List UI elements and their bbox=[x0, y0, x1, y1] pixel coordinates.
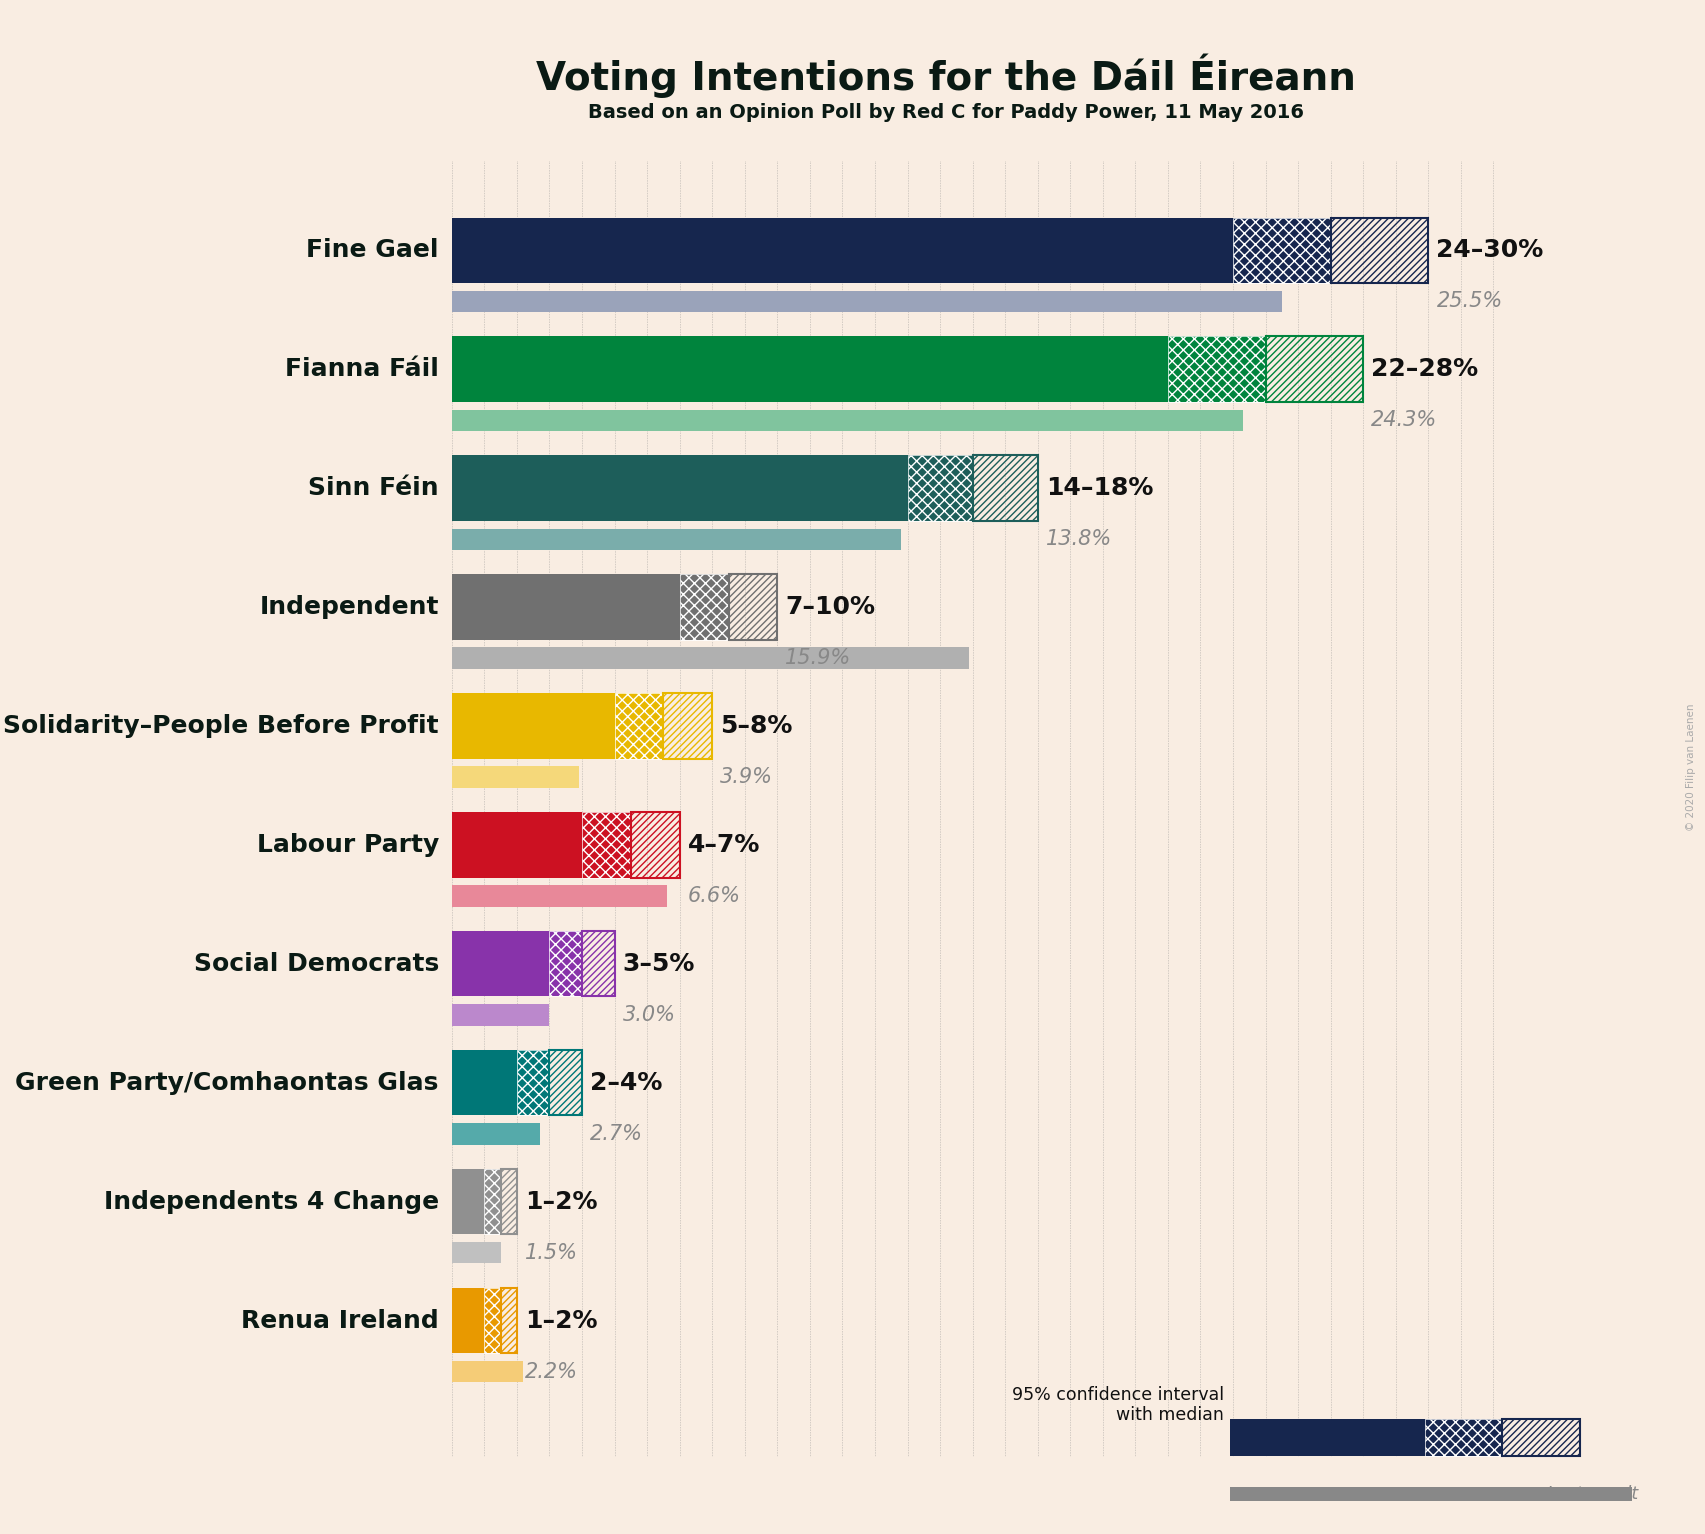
Bar bbox=[452, 291, 1282, 311]
Bar bbox=[501, 1169, 517, 1235]
Text: Sinn Féin: Sinn Féin bbox=[309, 476, 438, 500]
Bar bbox=[452, 767, 578, 788]
Text: 5–8%: 5–8% bbox=[721, 713, 793, 738]
Bar bbox=[549, 931, 581, 997]
Bar bbox=[972, 456, 1038, 522]
Bar bbox=[1425, 1419, 1502, 1456]
Bar bbox=[452, 1123, 540, 1144]
Bar bbox=[452, 1005, 549, 1026]
Bar bbox=[680, 574, 728, 640]
Bar bbox=[631, 811, 680, 877]
Text: 22–28%: 22–28% bbox=[1371, 357, 1478, 380]
Bar bbox=[907, 456, 972, 522]
Text: Based on an Opinion Poll by Red C for Paddy Power, 11 May 2016: Based on an Opinion Poll by Red C for Pa… bbox=[588, 103, 1304, 121]
Text: Last result: Last result bbox=[1546, 1485, 1639, 1503]
Text: 3.9%: 3.9% bbox=[721, 767, 774, 787]
Text: Green Party/Comhaontas Glas: Green Party/Comhaontas Glas bbox=[15, 1071, 438, 1095]
Bar bbox=[581, 811, 631, 877]
Bar bbox=[614, 693, 663, 759]
Text: 13.8%: 13.8% bbox=[1045, 529, 1112, 549]
Text: 14–18%: 14–18% bbox=[1045, 476, 1153, 500]
Text: Fine Gael: Fine Gael bbox=[307, 238, 438, 262]
Bar bbox=[452, 811, 581, 877]
Bar bbox=[1168, 336, 1265, 402]
Bar bbox=[452, 931, 549, 997]
Bar bbox=[549, 931, 581, 997]
Bar bbox=[452, 1169, 484, 1235]
Text: 3.0%: 3.0% bbox=[622, 1005, 675, 1025]
Text: Independent: Independent bbox=[259, 595, 438, 620]
Bar bbox=[1425, 1419, 1502, 1456]
Text: 2.2%: 2.2% bbox=[525, 1362, 578, 1382]
Bar bbox=[452, 218, 1233, 282]
Bar bbox=[1233, 218, 1330, 282]
Bar bbox=[1233, 218, 1330, 282]
Text: 3–5%: 3–5% bbox=[622, 951, 696, 976]
Bar bbox=[501, 1289, 517, 1353]
Bar bbox=[1231, 1486, 1632, 1500]
Bar bbox=[452, 410, 1243, 431]
Text: Fianna Fáil: Fianna Fáil bbox=[285, 357, 438, 380]
Text: 15.9%: 15.9% bbox=[786, 649, 852, 669]
Bar bbox=[484, 1289, 501, 1353]
Bar bbox=[484, 1169, 501, 1235]
Bar bbox=[907, 456, 972, 522]
Bar bbox=[1231, 1419, 1425, 1456]
Bar bbox=[1168, 336, 1265, 402]
Bar bbox=[484, 1169, 501, 1235]
Text: 1–2%: 1–2% bbox=[525, 1190, 597, 1213]
Bar bbox=[1265, 336, 1364, 402]
Text: 1.5%: 1.5% bbox=[525, 1243, 578, 1262]
Text: Social Democrats: Social Democrats bbox=[194, 951, 438, 976]
Text: 25.5%: 25.5% bbox=[1436, 291, 1502, 311]
Text: 6.6%: 6.6% bbox=[687, 887, 740, 907]
Bar bbox=[452, 647, 970, 669]
Text: © 2020 Filip van Laenen: © 2020 Filip van Laenen bbox=[1686, 703, 1696, 831]
Text: Independents 4 Change: Independents 4 Change bbox=[104, 1190, 438, 1213]
Bar bbox=[452, 1361, 523, 1382]
Text: 2.7%: 2.7% bbox=[590, 1124, 643, 1144]
Bar bbox=[614, 693, 663, 759]
Text: 1–2%: 1–2% bbox=[525, 1309, 597, 1333]
Bar bbox=[452, 1289, 484, 1353]
Text: 2–4%: 2–4% bbox=[590, 1071, 663, 1095]
Bar bbox=[452, 693, 614, 759]
Bar bbox=[517, 1049, 549, 1115]
Text: Labour Party: Labour Party bbox=[256, 833, 438, 858]
Bar bbox=[680, 574, 728, 640]
Text: Voting Intentions for the Dáil Éireann: Voting Intentions for the Dáil Éireann bbox=[537, 54, 1355, 98]
Bar bbox=[581, 811, 631, 877]
Bar bbox=[484, 1289, 501, 1353]
Bar bbox=[581, 931, 614, 997]
Text: 7–10%: 7–10% bbox=[786, 595, 875, 620]
Bar bbox=[452, 336, 1168, 402]
Bar bbox=[1502, 1419, 1581, 1456]
Text: 4–7%: 4–7% bbox=[687, 833, 760, 858]
Bar bbox=[452, 529, 900, 551]
Text: 95% confidence interval
with median: 95% confidence interval with median bbox=[1011, 1385, 1224, 1424]
Bar bbox=[452, 456, 907, 522]
Bar bbox=[517, 1049, 549, 1115]
Bar bbox=[549, 1049, 581, 1115]
Text: Solidarity–People Before Profit: Solidarity–People Before Profit bbox=[3, 713, 438, 738]
Text: 24.3%: 24.3% bbox=[1371, 410, 1437, 431]
Text: 24–30%: 24–30% bbox=[1436, 238, 1543, 262]
Bar bbox=[452, 885, 667, 907]
Bar bbox=[663, 693, 713, 759]
Text: Renua Ireland: Renua Ireland bbox=[240, 1309, 438, 1333]
Bar bbox=[728, 574, 777, 640]
Bar bbox=[452, 574, 680, 640]
Bar bbox=[452, 1049, 517, 1115]
Bar bbox=[452, 1243, 501, 1264]
Bar bbox=[1330, 218, 1429, 282]
